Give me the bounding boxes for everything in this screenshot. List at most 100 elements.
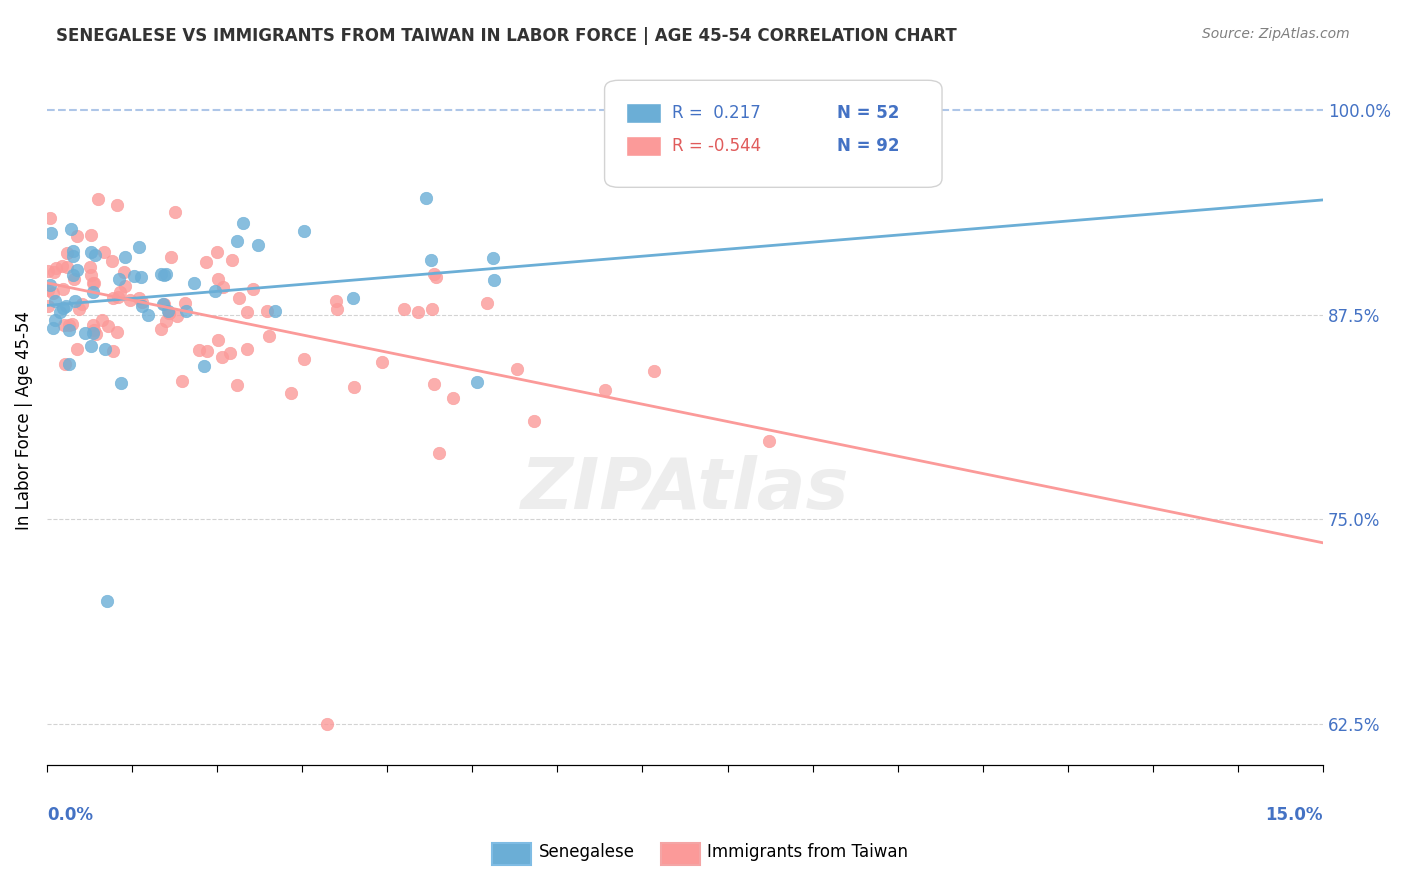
Point <box>51 259 73 273</box>
Point <box>505 361 527 376</box>
Point <box>112 265 135 279</box>
Point <box>195 344 218 359</box>
Text: Immigrants from Taiwan: Immigrants from Taiwan <box>707 843 908 861</box>
Point <box>62 249 84 263</box>
Point <box>423 377 446 392</box>
Point <box>194 255 217 269</box>
Point <box>157 305 180 319</box>
Point <box>128 240 150 254</box>
Point <box>45 261 67 276</box>
Point <box>80 339 103 353</box>
Text: SENEGALESE VS IMMIGRANTS FROM TAIWAN IN LABOR FORCE | AGE 45-54 CORRELATION CHAR: SENEGALESE VS IMMIGRANTS FROM TAIWAN IN … <box>56 27 957 45</box>
Point <box>173 295 195 310</box>
Point <box>242 282 264 296</box>
Point <box>58 357 80 371</box>
Point <box>62 268 84 282</box>
Point <box>482 273 505 287</box>
Point <box>128 291 150 305</box>
Point <box>60 317 83 331</box>
Point <box>66 342 89 356</box>
Point <box>343 380 366 394</box>
Point <box>152 296 174 310</box>
Point <box>79 260 101 274</box>
Point <box>219 346 242 360</box>
Point <box>211 351 233 365</box>
Point <box>114 250 136 264</box>
Point <box>342 291 364 305</box>
Point <box>131 294 153 309</box>
Point <box>37 299 59 313</box>
Point <box>156 304 179 318</box>
Point <box>42 265 65 279</box>
Point <box>420 301 443 316</box>
Point <box>93 245 115 260</box>
Point <box>172 374 194 388</box>
Point <box>52 282 75 296</box>
Text: 15.0%: 15.0% <box>1265 805 1323 823</box>
Point <box>55 300 77 314</box>
Point <box>174 303 197 318</box>
Point <box>94 342 117 356</box>
Point <box>69 301 91 316</box>
Point <box>523 414 546 428</box>
Point <box>97 319 120 334</box>
Point <box>150 267 173 281</box>
Point <box>65 293 87 308</box>
Point <box>42 285 65 300</box>
Point <box>236 342 259 356</box>
Point <box>101 253 124 268</box>
Point <box>82 326 104 341</box>
Point <box>415 191 437 205</box>
Point <box>37 264 59 278</box>
Point <box>108 285 131 299</box>
Point <box>392 302 415 317</box>
Point <box>643 364 665 378</box>
Point <box>326 302 349 317</box>
Point <box>80 228 103 243</box>
Point <box>153 268 176 282</box>
Point <box>58 323 80 337</box>
Point <box>193 359 215 373</box>
Point <box>122 269 145 284</box>
Point <box>82 285 104 299</box>
Point <box>136 308 159 322</box>
Point <box>225 377 247 392</box>
Point <box>595 383 617 397</box>
Point <box>423 268 446 282</box>
Point <box>101 291 124 305</box>
Point <box>406 305 429 319</box>
Point <box>83 322 105 336</box>
Point <box>52 301 75 315</box>
Point <box>53 357 76 371</box>
Point <box>232 216 254 230</box>
Point <box>292 224 315 238</box>
Point <box>150 322 173 336</box>
Point <box>165 205 187 219</box>
Point <box>475 296 498 310</box>
Point <box>226 234 249 248</box>
Point <box>264 304 287 318</box>
Point <box>38 277 60 292</box>
Point <box>160 250 183 264</box>
Point <box>205 244 228 259</box>
Point <box>56 260 79 274</box>
Point <box>91 313 114 327</box>
Point <box>316 716 339 731</box>
Point <box>235 305 257 319</box>
Point <box>207 333 229 347</box>
Point <box>96 594 118 608</box>
Point <box>66 228 89 243</box>
Point <box>70 297 93 311</box>
Point <box>157 306 180 320</box>
Point <box>481 252 503 266</box>
Point <box>80 245 103 260</box>
Point <box>155 267 177 281</box>
Text: Senegalese: Senegalese <box>538 843 634 861</box>
Point <box>44 312 66 326</box>
Point <box>153 296 176 310</box>
Point <box>110 376 132 390</box>
Point <box>49 305 72 319</box>
Point <box>155 314 177 328</box>
Point <box>188 343 211 357</box>
Point <box>62 272 84 286</box>
